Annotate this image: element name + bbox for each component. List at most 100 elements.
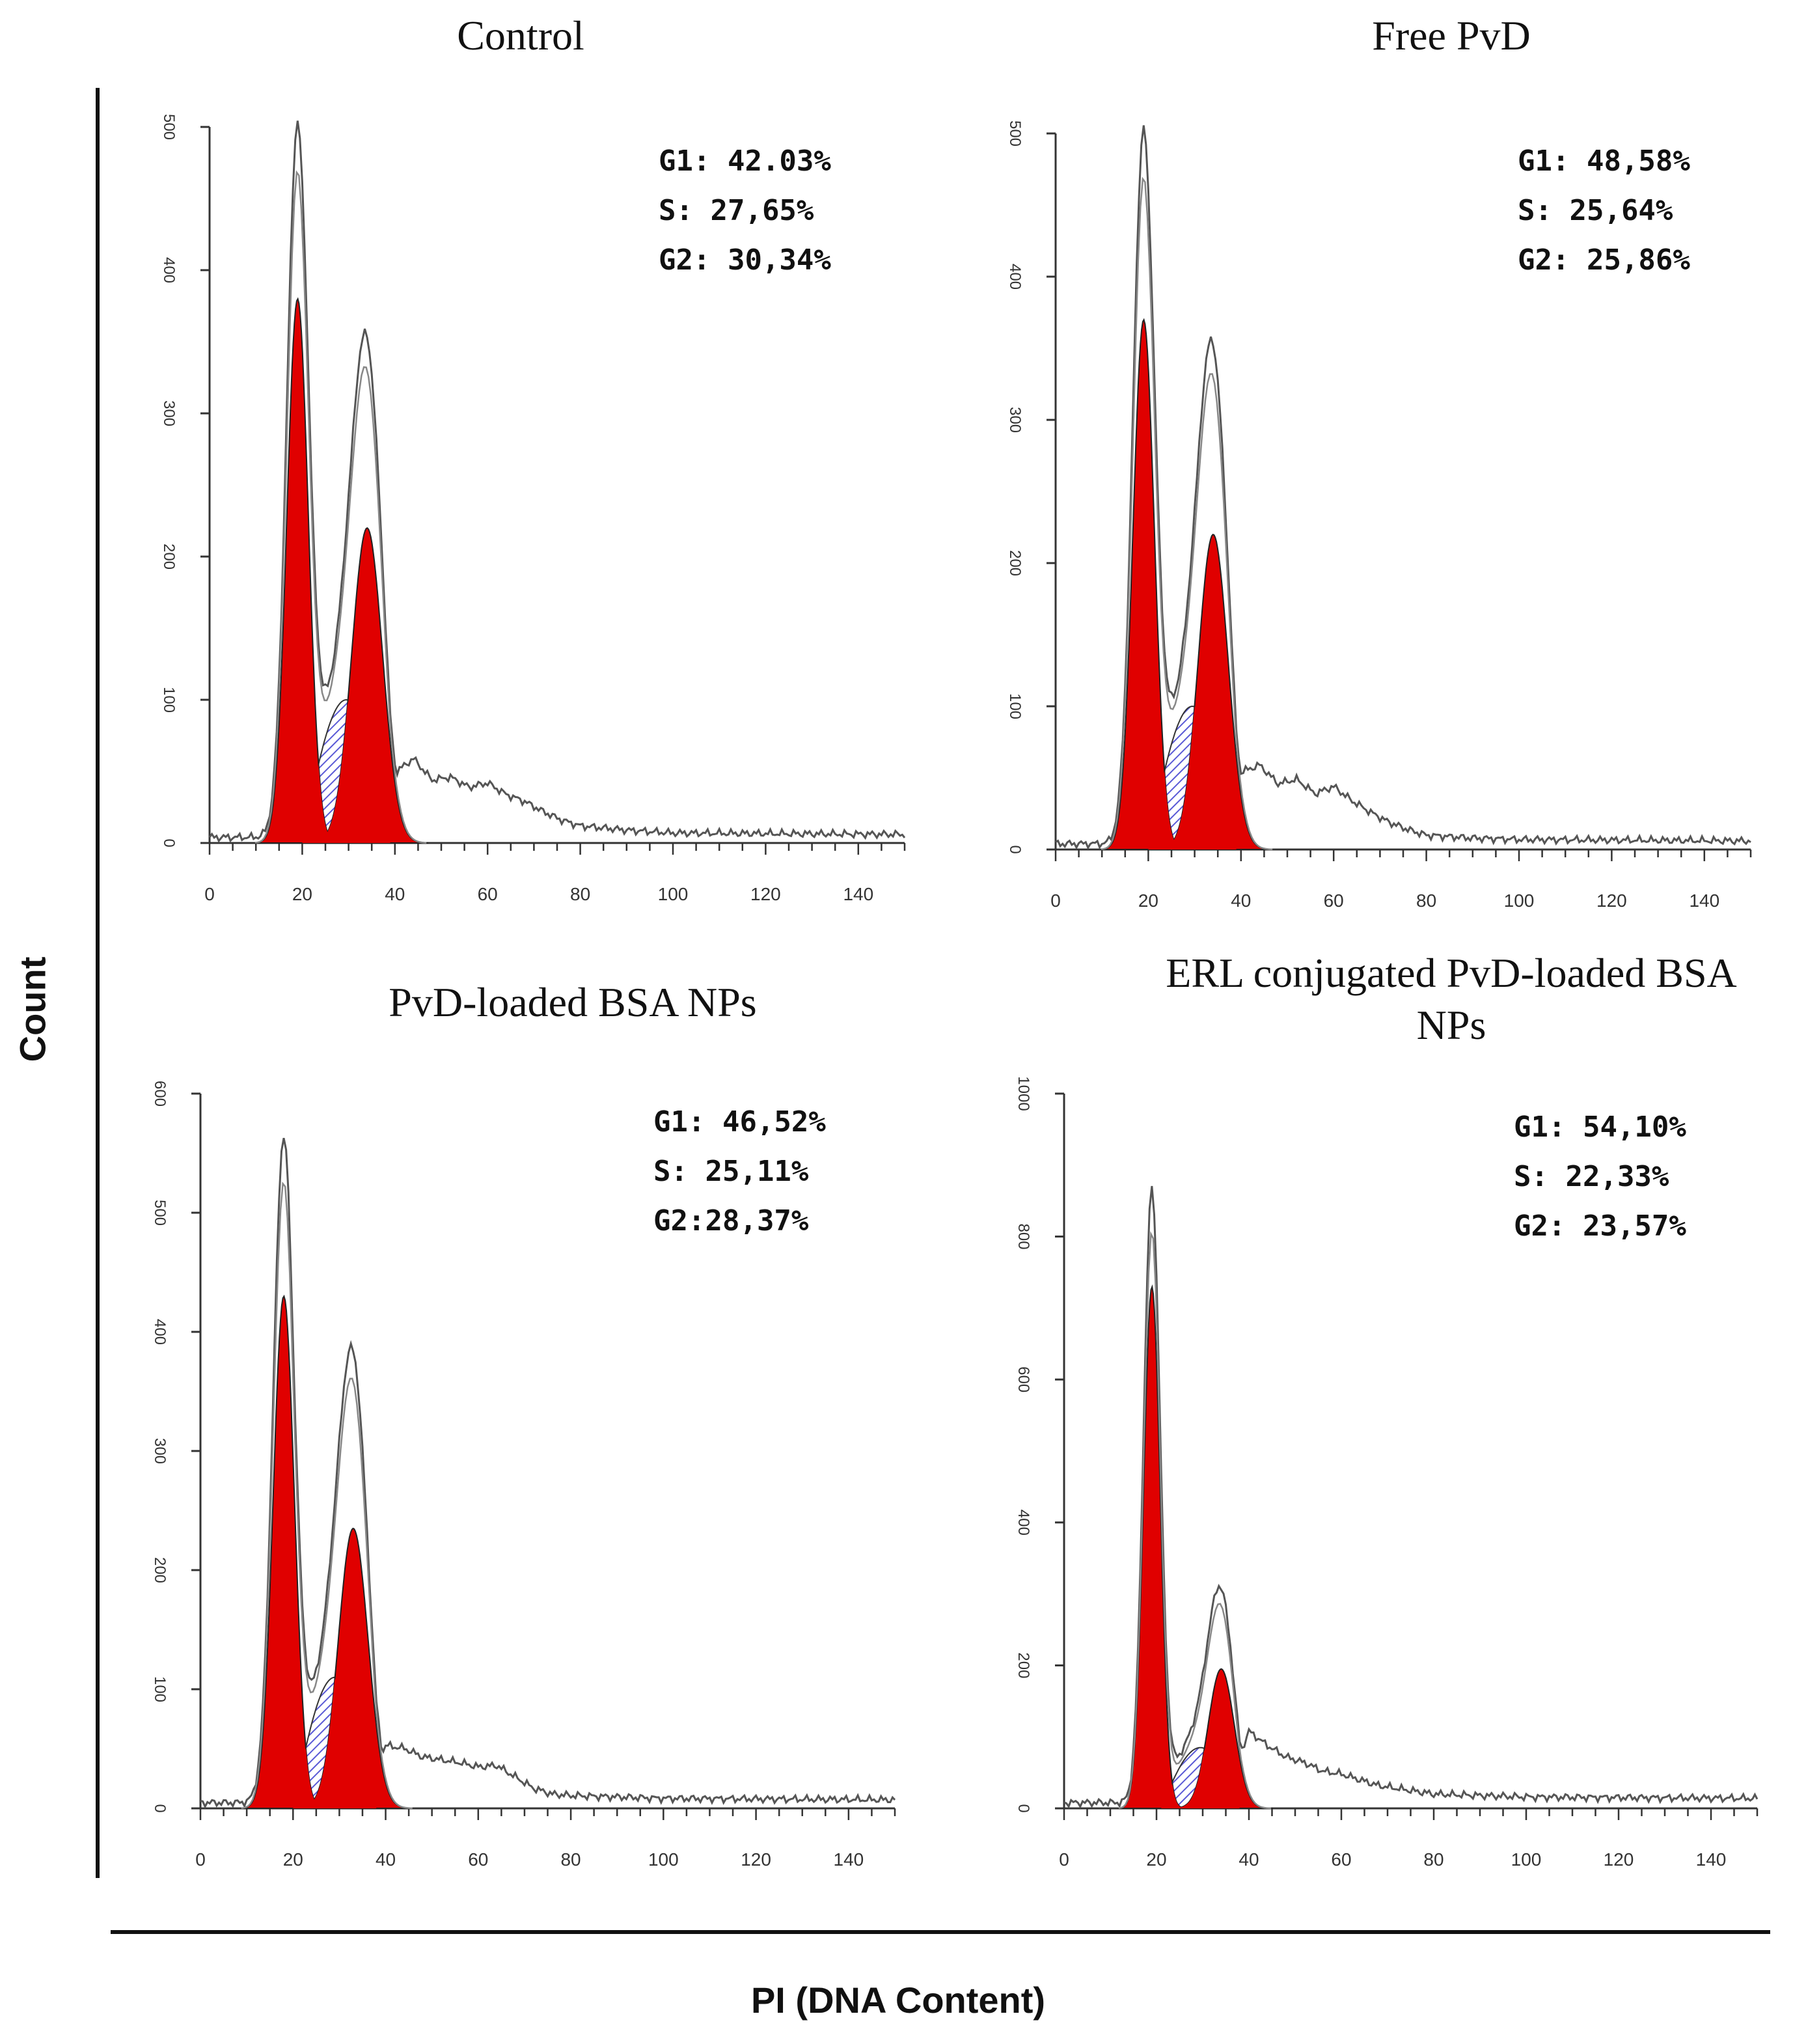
x-tick-label: 80 (1416, 891, 1436, 911)
fit-outline (241, 1181, 413, 1810)
total-histogram-outline (1063, 1185, 1759, 1809)
stats-free-pvd: G1: 48,58% S: 25,64% G2: 25,86% (1518, 137, 1690, 285)
y-tick-label: 400 (1015, 1510, 1032, 1536)
stat-g1: G1: 42.03% (659, 145, 831, 178)
y-tick-label: 0 (160, 838, 178, 847)
stat-g1: G1: 54,10% (1514, 1111, 1686, 1144)
y-tick-label: 400 (151, 1319, 169, 1345)
stat-g2: G2: 30,34% (659, 243, 831, 277)
x-tick-label: 60 (1324, 891, 1344, 911)
y-tick-label: 200 (160, 544, 178, 570)
fit-outline (1118, 1231, 1272, 1810)
x-tick-label: 140 (1689, 891, 1719, 911)
g1-s-overlap (1148, 771, 1237, 849)
total-histogram-outline (200, 1138, 896, 1809)
stat-s: S: 27,65% (659, 194, 814, 227)
x-tick-label: 140 (834, 1849, 864, 1870)
g2-s-overlap (1161, 1748, 1240, 1808)
histogram-panel-erl_pvd_bsa: 0 200 400 600 800 1000 0 20 40 60 80 100 120 140 (1015, 1076, 1759, 1870)
x-tick-label: 40 (385, 884, 405, 904)
x-tick-label: 120 (741, 1849, 771, 1870)
y-tick-label: 200 (151, 1557, 169, 1583)
x-tick-label: 120 (1604, 1849, 1634, 1870)
stats-control: G1: 42.03% S: 27,65% G2: 30,34% (659, 137, 831, 285)
x-tick-label: 20 (1138, 891, 1158, 911)
stat-g2: G2:28,37% (653, 1204, 809, 1237)
stat-g1: G1: 46,52% (653, 1105, 826, 1139)
x-tick-label: 20 (1146, 1849, 1166, 1870)
y-tick-label: 300 (160, 400, 178, 426)
y-tick-label: 500 (1006, 120, 1024, 146)
g1-peak (1117, 1284, 1186, 1809)
total-histogram-outline (208, 120, 906, 843)
x-tick-label: 60 (478, 884, 498, 904)
histogram-panel-free_pvd: 0 100 200 300 400 500 0 20 40 60 80 100 120 140 (1006, 120, 1752, 911)
x-tick-label: 80 (560, 1849, 581, 1870)
x-tick-label: 40 (376, 1849, 396, 1870)
g2-s-overlap (293, 1677, 377, 1808)
x-tick-label: 100 (648, 1849, 679, 1870)
y-tick-label: 300 (1006, 407, 1024, 433)
y-tick-label: 0 (151, 1804, 169, 1812)
y-tick-label: 0 (1006, 845, 1024, 853)
x-tick-label: 100 (1504, 891, 1535, 911)
g2-s-overlap (302, 700, 390, 843)
x-tick-label: 40 (1231, 891, 1251, 911)
stat-g2: G2: 25,86% (1518, 243, 1690, 277)
x-tick-label: 120 (750, 884, 781, 904)
y-tick-label: 500 (151, 1200, 169, 1226)
y-tick-label: 400 (160, 257, 178, 283)
y-tick-label: 1000 (1015, 1076, 1032, 1111)
y-tick-label: 600 (1015, 1366, 1032, 1392)
stat-s: S: 22,33% (1514, 1160, 1669, 1193)
y-tick-label: 100 (1006, 693, 1024, 719)
x-tick-label: 140 (1696, 1849, 1727, 1870)
x-tick-label: 40 (1239, 1849, 1259, 1870)
stats-pvd-bsa: G1: 46,52% S: 25,11% G2:28,37% (653, 1098, 826, 1246)
y-tick-label: 100 (151, 1676, 169, 1702)
panel-title-erl-pvd-bsa: ERL conjugated PvD-loaded BSA NPs (1166, 950, 1737, 1048)
y-tick-label: 100 (160, 687, 178, 713)
x-tick-label: 0 (195, 1849, 206, 1870)
y-tick-label: 300 (151, 1438, 169, 1464)
x-tick-label: 20 (292, 884, 312, 904)
y-tick-label: 800 (1015, 1224, 1032, 1250)
fit-outline (1101, 176, 1273, 851)
panel-title-pvd-bsa: PvD-loaded BSA NPs (389, 979, 757, 1025)
x-tick-label: 0 (204, 884, 215, 904)
x-tick-label: 0 (1059, 1849, 1069, 1870)
stat-g1: G1: 48,58% (1518, 145, 1690, 178)
panel-title-free-pvd: Free PvD (1372, 12, 1531, 59)
y-tick-label: 0 (1015, 1804, 1032, 1812)
x-tick-label: 140 (843, 884, 873, 904)
stat-s: S: 25,11% (653, 1155, 809, 1188)
total-histogram-outline (1055, 125, 1751, 850)
y-tick-label: 200 (1015, 1652, 1032, 1678)
panel-title-control: Control (457, 12, 584, 59)
g1-s-overlap (1161, 1784, 1240, 1808)
x-tick-label: 100 (1511, 1849, 1542, 1870)
histogram-panel-pvd_bsa: 0 100 200 300 400 500 600 0 20 40 60 80 100 120 140 (151, 1081, 896, 1870)
y-tick-label: 500 (160, 114, 178, 140)
x-tick-label: 80 (1423, 1849, 1444, 1870)
x-tick-label: 0 (1050, 891, 1061, 911)
y-axis-label: Count (12, 956, 53, 1062)
g1-s-overlap (302, 764, 390, 843)
stat-g2: G2: 23,57% (1514, 1209, 1686, 1243)
g2-s-overlap (1148, 706, 1237, 849)
y-tick-label: 200 (1006, 550, 1024, 576)
x-tick-label: 60 (1331, 1849, 1351, 1870)
x-tick-label: 60 (468, 1849, 488, 1870)
x-tick-label: 100 (658, 884, 689, 904)
x-axis-label: PI (DNA Content) (750, 1980, 1046, 2021)
x-tick-label: 20 (283, 1849, 303, 1870)
stat-s: S: 25,64% (1518, 194, 1673, 227)
fit-outline (254, 170, 427, 844)
stats-erl-pvd-bsa: G1: 54,10% S: 22,33% G2: 23,57% (1514, 1103, 1686, 1251)
y-tick-label: 600 (151, 1081, 169, 1107)
x-tick-label: 80 (570, 884, 590, 904)
y-tick-label: 400 (1006, 264, 1024, 290)
g1-s-overlap (293, 1748, 377, 1808)
g1-peak (240, 1294, 327, 1809)
